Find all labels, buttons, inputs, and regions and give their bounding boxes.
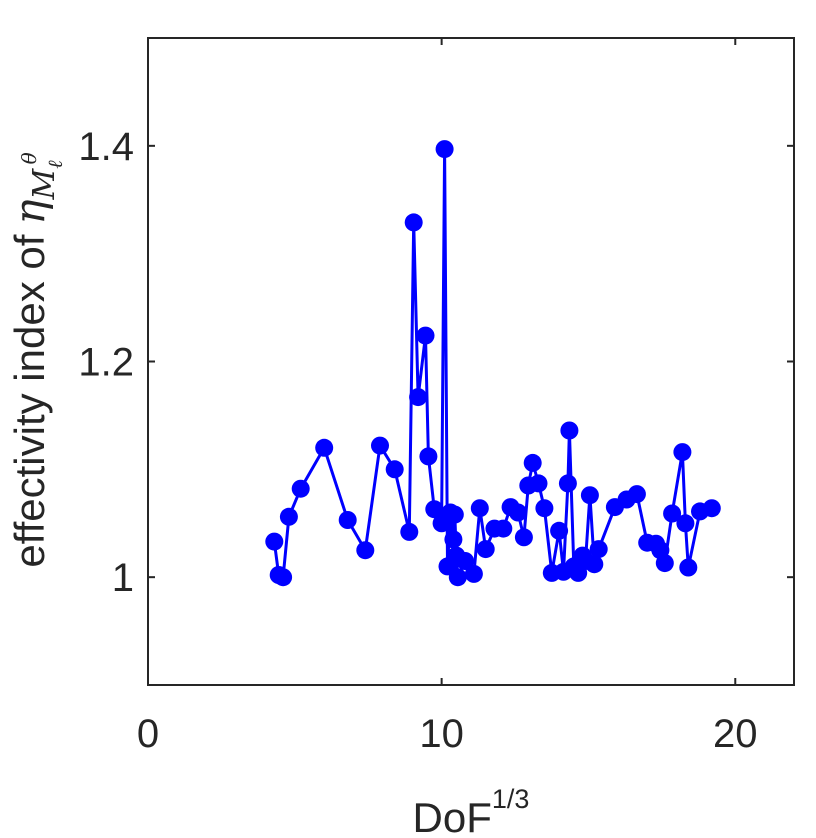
data-point — [356, 541, 375, 560]
x-tick-label: 20 — [713, 712, 758, 756]
data-point — [529, 474, 548, 493]
data-point — [663, 504, 682, 523]
data-point — [444, 530, 463, 549]
data-point — [291, 479, 310, 498]
y-tick-label: 1.4 — [78, 125, 134, 169]
tick-label-layer: 0 10 20 1 1.2 1.4 — [78, 125, 757, 756]
y-axis-label-sup-sup: θ — [17, 152, 41, 164]
data-point — [514, 528, 533, 547]
y-axis-label-text: effectivity index of ηMℓθ — [5, 152, 67, 567]
x-axis-label-exponent: 1/3 — [492, 784, 530, 814]
data-point — [679, 558, 698, 577]
data-point — [673, 443, 692, 462]
tick-layer — [147, 38, 794, 685]
data-point — [464, 564, 483, 583]
data-point — [425, 500, 444, 519]
data-point — [419, 447, 438, 466]
data-point — [456, 552, 475, 570]
data-point — [550, 521, 569, 540]
x-tick-label: 0 — [137, 712, 159, 756]
data-point — [523, 453, 542, 472]
data-point — [435, 140, 454, 159]
data-point — [558, 474, 577, 493]
plot-area — [148, 38, 794, 685]
data-point — [279, 507, 298, 526]
data-point — [589, 540, 608, 559]
y-tick-label: 1 — [112, 556, 134, 600]
data-point — [371, 436, 389, 455]
x-axis-label-base: DoF — [413, 794, 492, 838]
data-point — [494, 519, 513, 538]
y-axis-label-symbol: η — [5, 199, 54, 224]
data-point — [560, 421, 579, 440]
data-point — [702, 499, 721, 518]
data-point — [655, 554, 674, 573]
data-point — [585, 555, 604, 574]
data-point — [445, 505, 464, 524]
data-point — [274, 568, 293, 587]
data-point — [535, 499, 554, 518]
data-point — [476, 540, 495, 559]
y-axis-label-prefix: effectivity index of — [6, 234, 53, 567]
data-point — [404, 213, 423, 232]
y-axis-label-sub-sub: ℓ — [43, 160, 67, 169]
data-point — [265, 532, 284, 551]
data-point — [580, 486, 599, 505]
x-tick-label: 10 — [419, 712, 464, 756]
series-layer — [265, 140, 721, 587]
y-tick-label: 1.2 — [78, 341, 134, 385]
data-point — [409, 388, 428, 407]
data-point — [400, 522, 419, 541]
data-point — [385, 460, 404, 479]
data-point — [338, 511, 357, 529]
data-point — [470, 499, 489, 518]
data-point — [509, 503, 527, 522]
data-point — [676, 514, 695, 533]
y-axis-label-subscript: M — [27, 167, 62, 200]
x-axis-label: DoF1/3 — [413, 784, 530, 838]
data-point — [315, 438, 334, 457]
data-point — [416, 326, 435, 345]
y-axis-label: effectivity index of ηMℓθ — [5, 152, 67, 567]
data-point — [448, 568, 467, 587]
data-point — [627, 485, 646, 504]
